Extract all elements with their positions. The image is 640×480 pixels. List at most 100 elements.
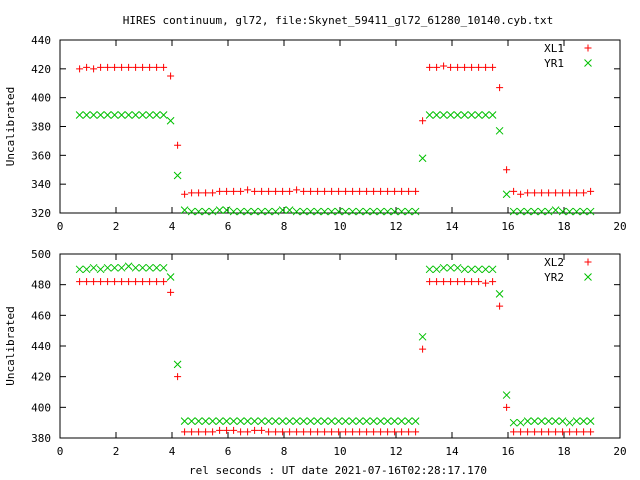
data-point [264, 207, 273, 216]
data-point [244, 428, 252, 436]
data-point [349, 187, 357, 195]
data-point [579, 417, 588, 425]
data-point [201, 417, 210, 425]
data-point [482, 279, 490, 287]
data-point [110, 263, 119, 272]
data-point [209, 428, 217, 436]
data-point [503, 166, 511, 174]
y-tick-label: 480 [31, 279, 51, 292]
data-point [496, 302, 504, 310]
data-point [174, 141, 182, 149]
data-point [271, 207, 280, 216]
data-point [272, 428, 280, 436]
data-point [467, 111, 476, 119]
data-point [83, 63, 91, 71]
data-point [146, 63, 154, 71]
x-tick-label: 4 [169, 220, 176, 233]
data-point [432, 265, 441, 274]
y-tick-label: 420 [31, 371, 51, 384]
data-point [188, 189, 196, 197]
data-point [559, 428, 567, 436]
data-point [558, 207, 567, 216]
data-point [76, 278, 84, 286]
data-point [425, 111, 434, 119]
y-tick-label: 340 [31, 178, 51, 191]
data-point [384, 187, 392, 195]
data-point [390, 207, 399, 216]
data-point [447, 278, 455, 286]
data-point [376, 207, 385, 216]
data-point [187, 207, 196, 216]
data-point [264, 417, 273, 425]
data-point [488, 111, 497, 119]
series-XL2 [76, 278, 595, 436]
data-point [82, 265, 91, 274]
data-point [425, 265, 434, 274]
data-point [229, 207, 238, 216]
data-point [251, 187, 259, 195]
data-point [537, 207, 546, 216]
data-point [566, 428, 574, 436]
data-point [454, 278, 462, 286]
data-point [573, 189, 581, 197]
data-point [398, 428, 406, 436]
data-point [531, 189, 539, 197]
data-point [348, 417, 357, 425]
data-point [439, 111, 448, 119]
data-point [187, 417, 196, 425]
data-point [411, 417, 420, 425]
data-point [131, 263, 140, 272]
data-point [320, 207, 329, 216]
data-point [405, 187, 413, 195]
data-point [230, 426, 238, 434]
x-tick-label: 10 [333, 445, 346, 458]
data-point [433, 278, 441, 286]
x-tick-label: 18 [557, 445, 570, 458]
data-point [349, 428, 357, 436]
data-point [153, 278, 161, 286]
legend-label: XL2 [544, 256, 564, 269]
data-point [439, 263, 448, 272]
data-point [586, 417, 595, 425]
data-point [286, 428, 294, 436]
data-point [397, 417, 406, 425]
data-point [440, 62, 448, 70]
data-point [111, 63, 119, 71]
data-point [229, 417, 238, 425]
data-point [551, 417, 560, 425]
y-tick-label: 440 [31, 34, 51, 47]
data-point [76, 65, 84, 73]
data-point [131, 111, 140, 119]
legend-marker [584, 44, 592, 52]
data-point [327, 417, 336, 425]
data-point [293, 428, 301, 436]
data-point [188, 428, 196, 436]
data-point [118, 63, 126, 71]
data-point [453, 263, 462, 272]
legend-marker [584, 59, 592, 67]
data-point [481, 111, 490, 119]
data-point [565, 418, 574, 427]
data-point [117, 263, 126, 272]
data-point [180, 417, 189, 425]
data-point [328, 187, 336, 195]
data-point [292, 207, 301, 216]
data-point [292, 417, 301, 425]
y-tick-label: 460 [31, 309, 51, 322]
data-point [250, 417, 259, 425]
data-point [118, 278, 126, 286]
y-tick-label: 400 [31, 401, 51, 414]
data-point [279, 428, 287, 436]
x-tick-label: 8 [281, 220, 288, 233]
x-tick-label: 6 [225, 445, 232, 458]
data-point [166, 273, 175, 281]
data-point [327, 207, 336, 216]
x-tick-label: 8 [281, 445, 288, 458]
data-point [314, 428, 322, 436]
data-point [481, 265, 490, 274]
data-point [426, 63, 434, 71]
data-point [125, 63, 133, 71]
data-point [237, 428, 245, 436]
data-point [90, 278, 98, 286]
x-tick-label: 16 [501, 220, 514, 233]
